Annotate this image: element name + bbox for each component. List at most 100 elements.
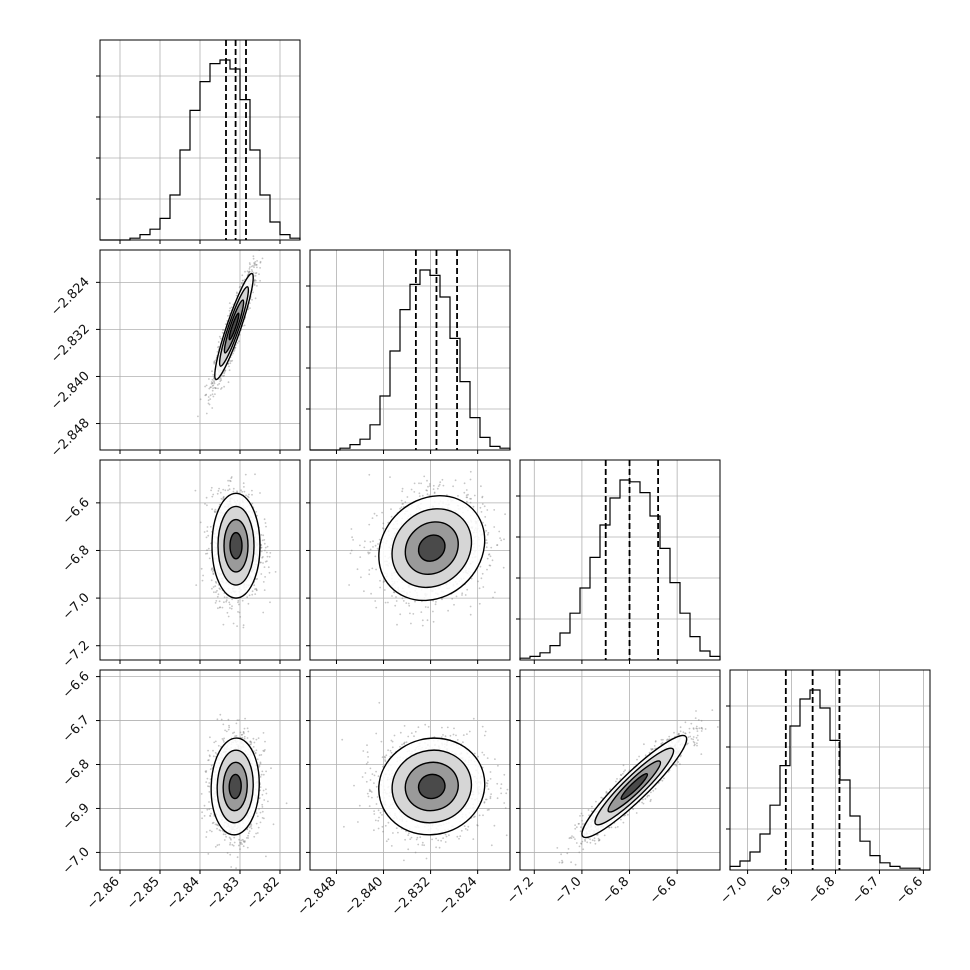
scatter-point bbox=[200, 793, 203, 795]
scatter-point bbox=[260, 773, 263, 776]
scatter-point bbox=[253, 266, 255, 269]
scatter-point bbox=[216, 844, 219, 847]
scatter-point bbox=[268, 571, 271, 574]
scatter-point bbox=[212, 377, 215, 380]
scatter-point bbox=[246, 596, 249, 599]
scatter-point bbox=[247, 602, 250, 605]
scatter-point bbox=[250, 265, 253, 268]
scatter-point bbox=[242, 731, 245, 733]
scatter-point bbox=[201, 811, 204, 814]
scatter-point bbox=[238, 611, 241, 614]
scatter-point bbox=[255, 510, 258, 513]
scatter-point bbox=[199, 398, 202, 401]
scatter-point bbox=[264, 522, 267, 524]
scatter-point bbox=[217, 490, 220, 492]
scatter-point bbox=[250, 742, 253, 744]
scatter-point bbox=[233, 836, 236, 839]
scatter-point bbox=[266, 555, 269, 558]
scatter-point bbox=[252, 746, 255, 748]
scatter-point bbox=[525, 524, 527, 526]
scatter-point bbox=[402, 502, 404, 505]
scatter-point bbox=[208, 387, 211, 390]
scatter-point bbox=[218, 335, 221, 338]
scatter-point bbox=[426, 479, 428, 482]
scatter-point bbox=[205, 384, 208, 387]
scatter-point bbox=[246, 495, 249, 498]
scatter-point bbox=[233, 350, 235, 353]
scatter-point bbox=[216, 589, 218, 592]
scatter-point bbox=[214, 580, 217, 583]
histogram-step bbox=[519, 479, 721, 660]
scatter-point bbox=[266, 560, 268, 562]
scatter-point bbox=[254, 297, 257, 300]
scatter-point bbox=[207, 399, 210, 402]
scatter-point bbox=[204, 394, 207, 397]
scatter-point bbox=[247, 271, 250, 274]
scatter-point bbox=[246, 828, 249, 831]
scatter-point bbox=[236, 856, 239, 859]
scatter-point bbox=[244, 717, 247, 720]
scatter-point bbox=[259, 260, 262, 263]
scatter-point bbox=[221, 331, 224, 334]
scatter-point bbox=[242, 279, 245, 282]
scatter-point bbox=[211, 587, 213, 590]
scatter-point bbox=[261, 770, 264, 773]
scatter-point bbox=[209, 394, 212, 397]
scatter-point bbox=[219, 606, 222, 608]
scatter-point bbox=[217, 824, 220, 827]
scatter-point bbox=[205, 781, 208, 783]
scatter-point bbox=[439, 481, 442, 484]
scatter-point bbox=[217, 341, 220, 343]
scatter-point bbox=[229, 842, 232, 844]
scatter-point bbox=[220, 388, 222, 390]
scatter-point bbox=[219, 380, 222, 383]
scatter-point bbox=[395, 600, 398, 602]
scatter-point bbox=[423, 475, 426, 478]
scatter-point bbox=[225, 599, 228, 601]
scatter-point bbox=[205, 770, 208, 772]
scatter-point bbox=[205, 496, 208, 499]
scatter-point bbox=[237, 611, 239, 613]
scatter-point bbox=[207, 749, 210, 752]
scatter-point bbox=[225, 835, 228, 838]
scatter-point bbox=[256, 260, 258, 262]
histogram-panel bbox=[516, 459, 721, 661]
scatter-point bbox=[252, 255, 255, 258]
histogram-step bbox=[310, 269, 511, 451]
scatter-point bbox=[240, 839, 243, 842]
scatter-point bbox=[258, 754, 261, 757]
scatter-point bbox=[418, 495, 421, 497]
scatter-point bbox=[207, 785, 209, 788]
scatter-point bbox=[228, 365, 230, 368]
scatter-point bbox=[233, 841, 236, 844]
scatter-point bbox=[216, 718, 219, 721]
scatter-point bbox=[217, 387, 219, 390]
scatter-point bbox=[255, 588, 258, 591]
scatter-point bbox=[224, 729, 227, 732]
scatter-point bbox=[351, 536, 353, 539]
scatter-point bbox=[240, 734, 243, 736]
scatter-point bbox=[210, 764, 213, 767]
scatter-point bbox=[263, 566, 266, 568]
scatter-point bbox=[253, 280, 256, 282]
scatter-point bbox=[222, 496, 225, 499]
scatter-point bbox=[238, 603, 240, 606]
panel-content bbox=[100, 452, 300, 660]
scatter-point bbox=[212, 586, 215, 588]
scatter-point bbox=[243, 737, 246, 740]
scatter-point bbox=[202, 574, 205, 577]
scatter-point bbox=[210, 579, 213, 582]
scatter-point bbox=[211, 452, 213, 454]
scatter-point bbox=[261, 539, 264, 542]
scatter-point bbox=[269, 601, 271, 604]
scatter-point bbox=[267, 566, 270, 569]
scatter-point bbox=[255, 263, 258, 266]
scatter-point bbox=[263, 240, 265, 242]
scatter-point bbox=[228, 601, 231, 604]
scatter-point bbox=[212, 387, 215, 390]
scatter-point bbox=[260, 546, 263, 549]
scatter-point bbox=[214, 585, 217, 587]
scatter-point bbox=[261, 810, 264, 813]
scatter-point bbox=[240, 489, 243, 492]
scatter-point bbox=[257, 737, 260, 739]
